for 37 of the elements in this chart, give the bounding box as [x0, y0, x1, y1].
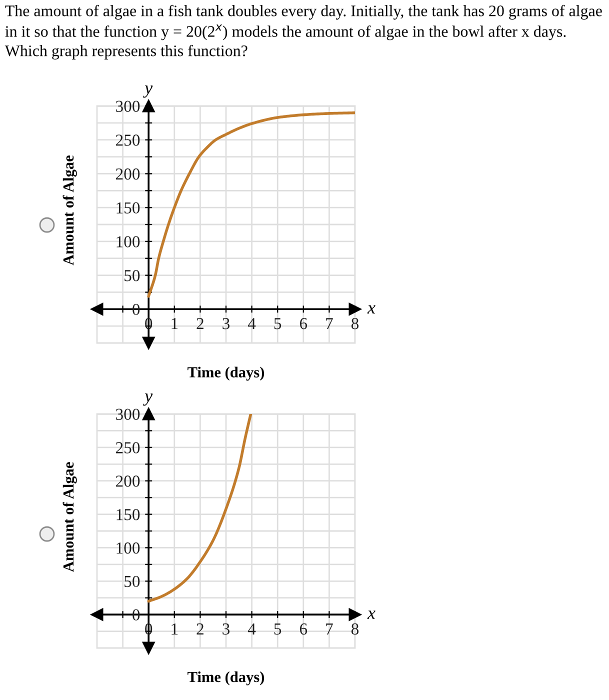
x-tick-label: 3	[222, 623, 230, 635]
y-tick-label: 300	[116, 100, 140, 112]
text: x	[367, 305, 376, 314]
x-axis-title: Time (days)	[188, 366, 264, 381]
y-tick-label: 150	[116, 202, 140, 214]
y-axis-title: Amount of Algae	[62, 156, 77, 266]
y-tick-label: 50	[124, 576, 140, 588]
x-tick-label: 3	[222, 318, 230, 330]
x-tick-label: 1	[172, 318, 178, 330]
y-axis-title: Amount of Algae	[62, 462, 77, 572]
y-tick-label: 100	[116, 236, 140, 248]
text: x	[367, 610, 376, 619]
x-tick-label: 5	[274, 318, 282, 330]
x-tick-label: 1	[172, 623, 178, 634]
x-tick-label: 2	[196, 623, 204, 634]
y-tick-label: 200	[116, 168, 140, 180]
x-tick-label: 7	[326, 624, 333, 634]
x-tick-label: 6	[300, 623, 308, 635]
y-tick-label: 100	[116, 542, 140, 554]
x-tick-label: 8	[351, 318, 359, 330]
chart-title: The amount of algae in a fish tank doubles every day. Initially, the tank has 20 grams of algae in it so that the function y = 20(2$^{x}$) models the amount of algae in the bowl after x days. Which graph represents this function?	[4, 4, 602, 60]
y-tick-label: 200	[116, 476, 140, 487]
x-tick-label: 4	[248, 318, 256, 330]
y-tick-label: 150	[116, 508, 140, 520]
y-tick-label: 250	[116, 134, 140, 146]
y-tick-label: 300	[116, 408, 140, 420]
y-tick-label: 50	[124, 270, 140, 282]
text: y	[143, 393, 153, 406]
x-tick-label: 2	[196, 318, 204, 330]
x-tick-label: 8	[351, 623, 359, 635]
text: y	[143, 85, 153, 98]
x-tick-label: 5	[274, 624, 282, 635]
x-tick-label: 6	[300, 318, 308, 330]
x-tick-label: 7	[326, 318, 333, 330]
x-tick-label: 4	[248, 624, 256, 634]
x-axis-title: Time (days)	[188, 671, 264, 686]
y-tick-label: 250	[116, 442, 140, 454]
